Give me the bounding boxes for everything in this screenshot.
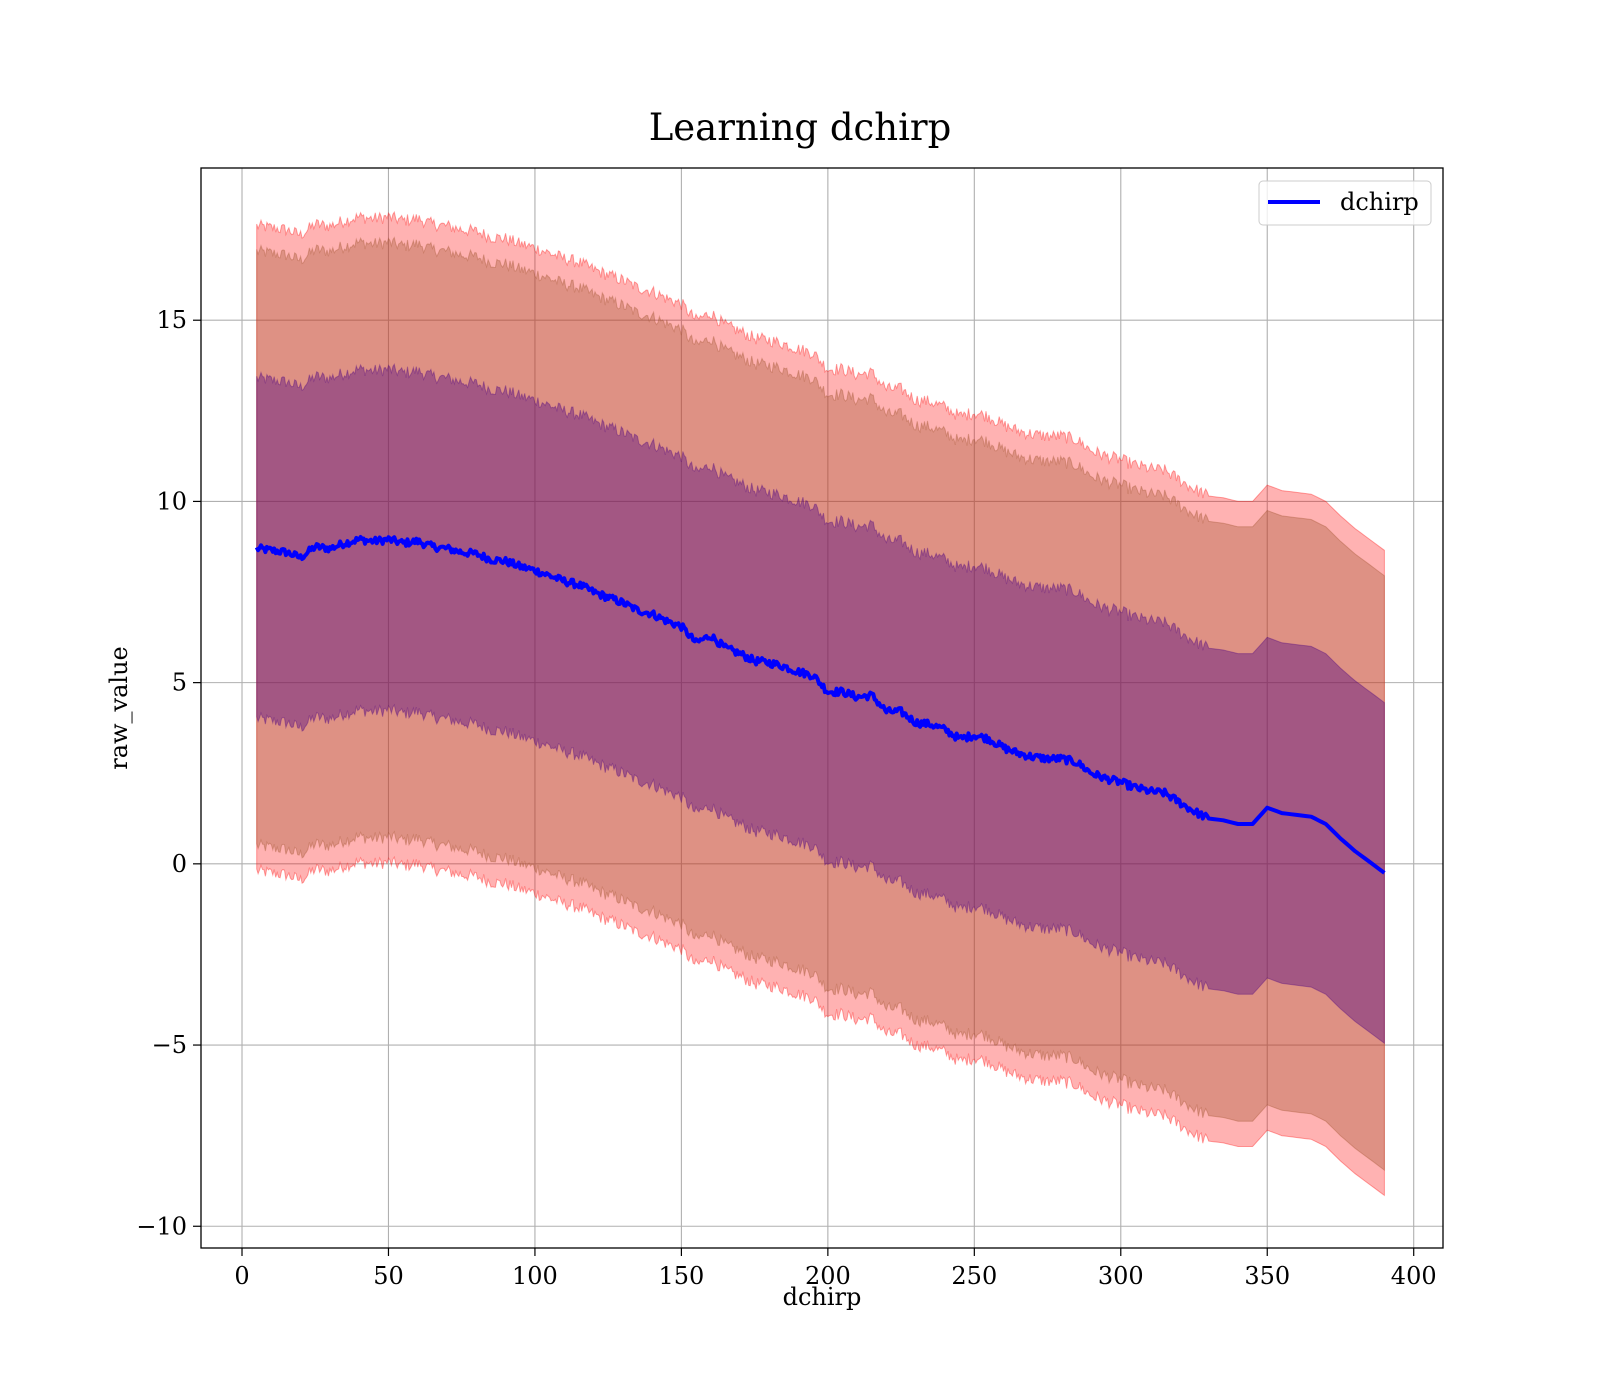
x-tick-label: 250 bbox=[951, 1262, 997, 1290]
legend: dchirp bbox=[1258, 180, 1432, 226]
y-tick-label: 10 bbox=[156, 487, 187, 515]
legend-label-dchirp: dchirp bbox=[1340, 188, 1419, 216]
plot-frame bbox=[200, 167, 1444, 1249]
x-axis-ticks: 0 50 100 150 200 250 300 350 400 bbox=[234, 1248, 1437, 1290]
legend-box bbox=[1258, 180, 1432, 226]
y-tick-label: −5 bbox=[152, 1031, 187, 1059]
series-lines bbox=[254, 535, 1386, 875]
x-tick-label: 200 bbox=[805, 1262, 851, 1290]
x-tick-label: 300 bbox=[1098, 1262, 1144, 1290]
band-2-sigma bbox=[256, 236, 1385, 1172]
y-axis-ticks: −10 −5 0 5 10 15 bbox=[136, 306, 201, 1240]
y-axis-label: raw_value bbox=[105, 646, 133, 770]
x-tick-label: 400 bbox=[1391, 1262, 1437, 1290]
confidence-bands bbox=[256, 210, 1385, 1197]
y-tick-label: 5 bbox=[172, 669, 187, 697]
series-line-dchirp bbox=[254, 535, 1386, 875]
x-tick-label: 0 bbox=[234, 1262, 249, 1290]
chart-title: Learning dchirp bbox=[649, 106, 952, 149]
band-3-sigma bbox=[256, 210, 1385, 1197]
band-1-sigma bbox=[256, 363, 1385, 1045]
y-tick-label: −10 bbox=[136, 1212, 187, 1240]
x-tick-label: 150 bbox=[658, 1262, 704, 1290]
y-tick-label: 0 bbox=[172, 850, 187, 878]
x-tick-label: 50 bbox=[373, 1262, 404, 1290]
y-tick-label: 15 bbox=[156, 306, 187, 334]
x-tick-label: 350 bbox=[1244, 1262, 1290, 1290]
x-axis-label: dchirp bbox=[783, 1283, 862, 1311]
x-tick-label: 100 bbox=[512, 1262, 558, 1290]
